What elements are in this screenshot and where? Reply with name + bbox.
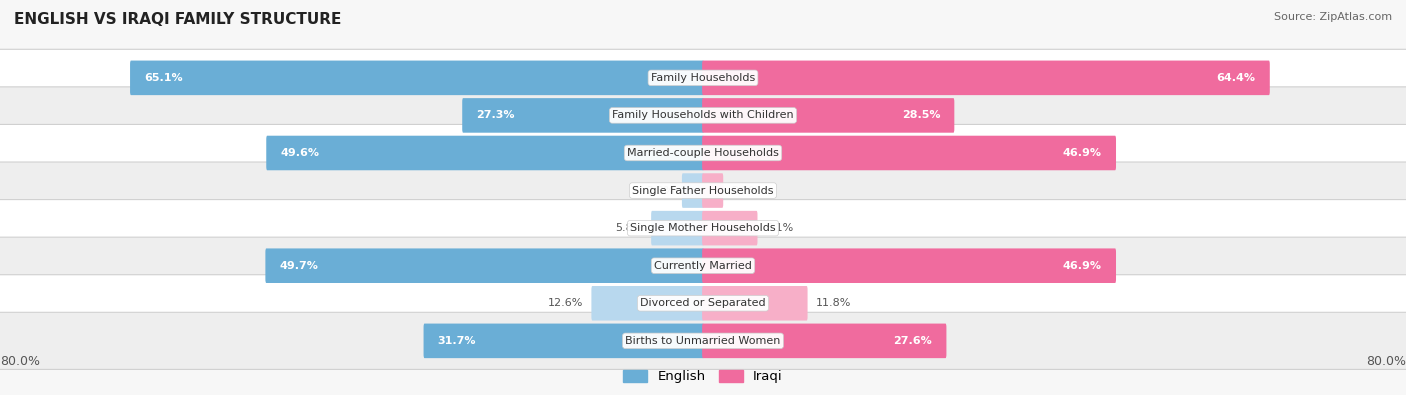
Text: ENGLISH VS IRAQI FAMILY STRUCTURE: ENGLISH VS IRAQI FAMILY STRUCTURE <box>14 12 342 27</box>
Legend: English, Iraqi: English, Iraqi <box>619 365 787 388</box>
FancyBboxPatch shape <box>592 286 704 321</box>
Text: Married-couple Households: Married-couple Households <box>627 148 779 158</box>
FancyBboxPatch shape <box>0 237 1406 294</box>
Text: 46.9%: 46.9% <box>1063 261 1102 271</box>
FancyBboxPatch shape <box>0 87 1406 144</box>
Text: 27.3%: 27.3% <box>477 111 515 120</box>
FancyBboxPatch shape <box>266 136 704 170</box>
Text: 2.3%: 2.3% <box>645 186 673 196</box>
FancyBboxPatch shape <box>0 312 1406 369</box>
Text: 27.6%: 27.6% <box>894 336 932 346</box>
Text: 12.6%: 12.6% <box>548 298 583 308</box>
FancyBboxPatch shape <box>702 98 955 133</box>
FancyBboxPatch shape <box>0 275 1406 332</box>
FancyBboxPatch shape <box>0 199 1406 257</box>
Text: Single Mother Households: Single Mother Households <box>630 223 776 233</box>
FancyBboxPatch shape <box>0 124 1406 182</box>
Text: 28.5%: 28.5% <box>901 111 941 120</box>
Text: 11.8%: 11.8% <box>815 298 851 308</box>
FancyBboxPatch shape <box>463 98 704 133</box>
FancyBboxPatch shape <box>266 248 704 283</box>
Text: 31.7%: 31.7% <box>437 336 477 346</box>
Text: 49.6%: 49.6% <box>280 148 319 158</box>
FancyBboxPatch shape <box>702 248 1116 283</box>
FancyBboxPatch shape <box>423 324 704 358</box>
FancyBboxPatch shape <box>702 173 723 208</box>
Text: 80.0%: 80.0% <box>1367 355 1406 368</box>
Text: 49.7%: 49.7% <box>280 261 318 271</box>
Text: Births to Unmarried Women: Births to Unmarried Women <box>626 336 780 346</box>
Text: 65.1%: 65.1% <box>145 73 183 83</box>
Text: 64.4%: 64.4% <box>1216 73 1256 83</box>
FancyBboxPatch shape <box>0 162 1406 219</box>
Text: 46.9%: 46.9% <box>1063 148 1102 158</box>
Text: Divorced or Separated: Divorced or Separated <box>640 298 766 308</box>
Text: Family Households with Children: Family Households with Children <box>612 111 794 120</box>
Text: 5.8%: 5.8% <box>614 223 644 233</box>
Text: 80.0%: 80.0% <box>0 355 39 368</box>
Text: Currently Married: Currently Married <box>654 261 752 271</box>
Text: 6.1%: 6.1% <box>765 223 793 233</box>
FancyBboxPatch shape <box>131 60 704 95</box>
FancyBboxPatch shape <box>702 286 807 321</box>
FancyBboxPatch shape <box>702 60 1270 95</box>
Text: Family Households: Family Households <box>651 73 755 83</box>
FancyBboxPatch shape <box>682 173 704 208</box>
FancyBboxPatch shape <box>702 211 758 245</box>
FancyBboxPatch shape <box>651 211 704 245</box>
FancyBboxPatch shape <box>702 136 1116 170</box>
Text: 2.2%: 2.2% <box>731 186 759 196</box>
FancyBboxPatch shape <box>0 49 1406 106</box>
Text: Source: ZipAtlas.com: Source: ZipAtlas.com <box>1274 12 1392 22</box>
FancyBboxPatch shape <box>702 324 946 358</box>
Text: Single Father Households: Single Father Households <box>633 186 773 196</box>
